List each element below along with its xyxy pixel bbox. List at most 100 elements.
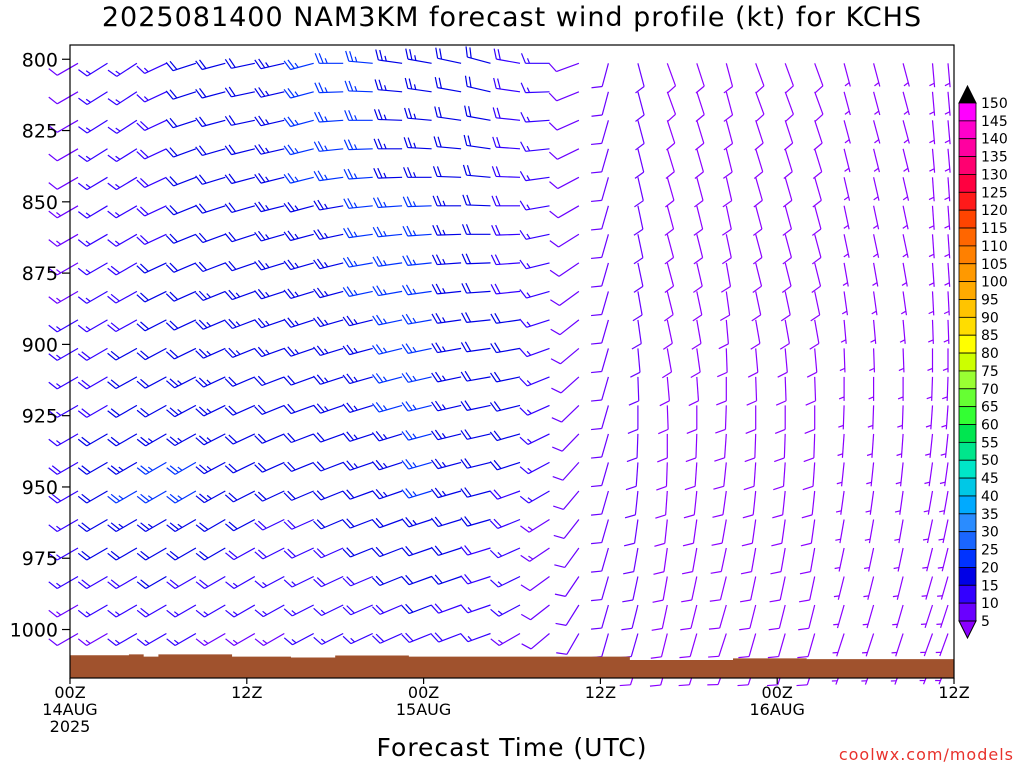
wind-barb-feather [287, 144, 295, 154]
wind-barb-half-feather [442, 200, 446, 207]
wind-barb-staff [947, 177, 951, 202]
wind-barb [553, 519, 580, 539]
wind-barb [715, 405, 727, 434]
wind-barb [942, 376, 949, 401]
wind-barb-feather [343, 139, 350, 150]
wind-barb-half-feather [835, 510, 842, 513]
wind-barb [344, 110, 373, 121]
wind-barb-staff [321, 632, 344, 645]
wind-barb [810, 291, 821, 322]
wind-barb-staff [203, 404, 226, 417]
wind-barb-half-feather [903, 110, 909, 115]
wind-barb [224, 58, 255, 69]
wind-barb [935, 633, 949, 657]
wind-barb-feather [254, 551, 264, 560]
wind-barb-half-feather [294, 233, 299, 239]
wind-barb [556, 633, 580, 655]
wind-barb-half-feather [943, 339, 949, 343]
wind-barb-staff [696, 148, 704, 173]
wind-barb [548, 119, 580, 131]
wind-barb-feather [781, 285, 792, 293]
wind-barb-feather [283, 318, 292, 328]
wind-barb-feather [283, 637, 293, 646]
colorbar-label: 110 [981, 239, 1008, 255]
wind-barb-feather [775, 400, 787, 406]
wind-barb-feather [744, 457, 756, 463]
wind-barb [623, 547, 639, 575]
wind-barb-feather [228, 521, 238, 530]
wind-barb-half-feather [384, 85, 387, 91]
wind-barb-staff [664, 519, 668, 544]
wind-barb-feather [401, 460, 410, 470]
wind-barb [371, 459, 403, 471]
wind-barb-feather [136, 294, 146, 303]
wind-barb-feather [258, 201, 266, 211]
wind-barb [925, 433, 934, 458]
wind-barb-staff [784, 91, 794, 115]
wind-barb-half-feather [56, 440, 62, 445]
wind-barb-feather [110, 436, 120, 445]
wind-barb-feather [165, 119, 174, 129]
wind-barb-staff [290, 290, 314, 299]
wind-barb-staff [661, 604, 668, 629]
wind-barb [591, 234, 609, 260]
wind-barb-half-feather [294, 320, 299, 326]
wind-barb-feather [313, 230, 321, 240]
wind-barb-feather [316, 345, 325, 355]
wind-barb-staff [843, 177, 851, 201]
wind-barb-staff [784, 319, 790, 344]
wind-barb [283, 87, 314, 99]
wind-barb-half-feather [354, 56, 358, 63]
wind-barb [283, 317, 314, 328]
wind-barb-staff [115, 347, 138, 361]
y-tick-label: 925 [22, 406, 58, 428]
wind-barb-staff [86, 205, 108, 219]
wind-barb [894, 519, 904, 544]
wind-barb [866, 433, 875, 458]
wind-barb-feather [405, 372, 413, 382]
wind-barb-staff [56, 433, 79, 447]
wind-barb [136, 347, 167, 361]
wind-barb [492, 107, 521, 121]
wind-barb-staff [755, 120, 764, 144]
wind-barb [650, 633, 668, 659]
wind-barb-feather [549, 240, 559, 248]
wind-barb-staff [725, 319, 729, 344]
wind-barb [717, 348, 728, 378]
wind-barb [371, 546, 403, 558]
source-link[interactable]: coolwx.com/models [838, 745, 1014, 764]
wind-barb [401, 313, 432, 325]
wind-barb [489, 401, 521, 412]
wind-barb [900, 291, 908, 316]
wind-barb-feather [287, 317, 296, 327]
wind-barb-half-feather [927, 367, 933, 371]
wind-barb [283, 116, 314, 128]
wind-barb-feather [346, 460, 355, 470]
wind-barb-staff [525, 233, 550, 240]
wind-barb-feather [107, 98, 118, 106]
plot-frame [69, 44, 955, 679]
wind-barb-feather [316, 519, 326, 528]
wind-barb [623, 519, 639, 547]
wind-barb-feather [401, 402, 409, 412]
wind-barb-feather [342, 257, 350, 268]
wind-barb-feather [228, 405, 237, 414]
wind-barb-staff [437, 433, 462, 441]
wind-barb-staff [783, 433, 786, 458]
wind-barb-feather [372, 315, 380, 326]
wind-barb [48, 461, 79, 475]
wind-barb [254, 461, 285, 473]
wind-barb [553, 490, 580, 510]
wind-barb-half-feather [928, 225, 935, 229]
wind-barb-feather [317, 199, 325, 210]
wind-barb-feather [347, 139, 354, 150]
wind-barb [691, 319, 702, 350]
wind-barb-feather [254, 290, 262, 300]
wind-barb-half-feather [353, 319, 358, 325]
wind-barb-half-feather [942, 396, 948, 400]
wind-barb-half-feather [898, 367, 905, 372]
wind-barb-feather [198, 203, 207, 213]
wind-barb-half-feather [526, 145, 531, 152]
wind-barb-staff [784, 205, 792, 230]
wind-barb-feather [314, 82, 320, 93]
